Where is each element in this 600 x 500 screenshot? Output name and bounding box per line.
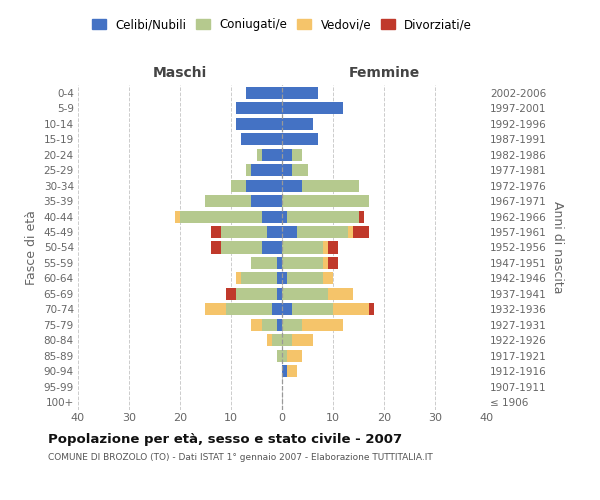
Y-axis label: Anni di nascita: Anni di nascita: [551, 201, 563, 294]
Bar: [211, 242, 221, 254]
Bar: [302, 319, 343, 331]
Bar: [369, 304, 374, 316]
Bar: [231, 180, 247, 192]
Bar: [267, 226, 282, 238]
Bar: [262, 148, 282, 160]
Bar: [226, 288, 236, 300]
Text: Femmine: Femmine: [349, 66, 419, 80]
Bar: [282, 242, 323, 254]
Bar: [272, 334, 282, 346]
Bar: [175, 210, 180, 222]
Text: Maschi: Maschi: [153, 66, 207, 80]
Text: Popolazione per età, sesso e stato civile - 2007: Popolazione per età, sesso e stato civil…: [48, 432, 402, 446]
Bar: [241, 272, 277, 284]
Bar: [282, 366, 287, 378]
Bar: [353, 226, 369, 238]
Bar: [328, 288, 353, 300]
Bar: [277, 319, 282, 331]
Bar: [282, 210, 287, 222]
Bar: [247, 180, 282, 192]
Bar: [282, 164, 292, 176]
Bar: [251, 164, 282, 176]
Bar: [359, 210, 364, 222]
Bar: [328, 257, 338, 269]
Bar: [287, 210, 359, 222]
Legend: Celibi/Nubili, Coniugati/e, Vedovi/e, Divorziati/e: Celibi/Nubili, Coniugati/e, Vedovi/e, Di…: [87, 14, 477, 36]
Bar: [287, 272, 323, 284]
Text: COMUNE DI BROZOLO (TO) - Dati ISTAT 1° gennaio 2007 - Elaborazione TUTTITALIA.IT: COMUNE DI BROZOLO (TO) - Dati ISTAT 1° g…: [48, 452, 433, 462]
Bar: [282, 350, 287, 362]
Bar: [267, 334, 272, 346]
Bar: [282, 86, 318, 99]
Bar: [282, 226, 298, 238]
Bar: [292, 164, 308, 176]
Bar: [349, 226, 353, 238]
Bar: [247, 164, 251, 176]
Bar: [277, 272, 282, 284]
Bar: [277, 350, 282, 362]
Bar: [277, 288, 282, 300]
Bar: [282, 180, 302, 192]
Bar: [282, 102, 343, 114]
Bar: [277, 257, 282, 269]
Bar: [282, 334, 292, 346]
Bar: [282, 272, 287, 284]
Bar: [211, 226, 221, 238]
Bar: [221, 242, 262, 254]
Bar: [282, 118, 313, 130]
Bar: [262, 319, 277, 331]
Bar: [323, 257, 328, 269]
Bar: [333, 304, 369, 316]
Bar: [251, 257, 277, 269]
Bar: [287, 366, 298, 378]
Bar: [282, 148, 292, 160]
Bar: [262, 242, 282, 254]
Bar: [226, 304, 272, 316]
Bar: [236, 102, 282, 114]
Bar: [251, 195, 282, 207]
Bar: [247, 86, 282, 99]
Bar: [180, 210, 262, 222]
Bar: [257, 148, 262, 160]
Bar: [251, 319, 262, 331]
Bar: [282, 288, 328, 300]
Y-axis label: Fasce di età: Fasce di età: [25, 210, 38, 285]
Bar: [282, 195, 369, 207]
Bar: [206, 304, 226, 316]
Bar: [302, 180, 359, 192]
Bar: [272, 304, 282, 316]
Bar: [221, 226, 267, 238]
Bar: [328, 242, 338, 254]
Bar: [292, 304, 333, 316]
Bar: [282, 257, 323, 269]
Bar: [323, 272, 333, 284]
Bar: [292, 334, 313, 346]
Bar: [236, 272, 241, 284]
Bar: [282, 133, 318, 145]
Bar: [236, 118, 282, 130]
Bar: [241, 133, 282, 145]
Bar: [282, 319, 302, 331]
Bar: [323, 242, 328, 254]
Bar: [282, 304, 292, 316]
Bar: [206, 195, 251, 207]
Bar: [262, 210, 282, 222]
Bar: [292, 148, 302, 160]
Bar: [298, 226, 349, 238]
Bar: [287, 350, 302, 362]
Bar: [236, 288, 277, 300]
